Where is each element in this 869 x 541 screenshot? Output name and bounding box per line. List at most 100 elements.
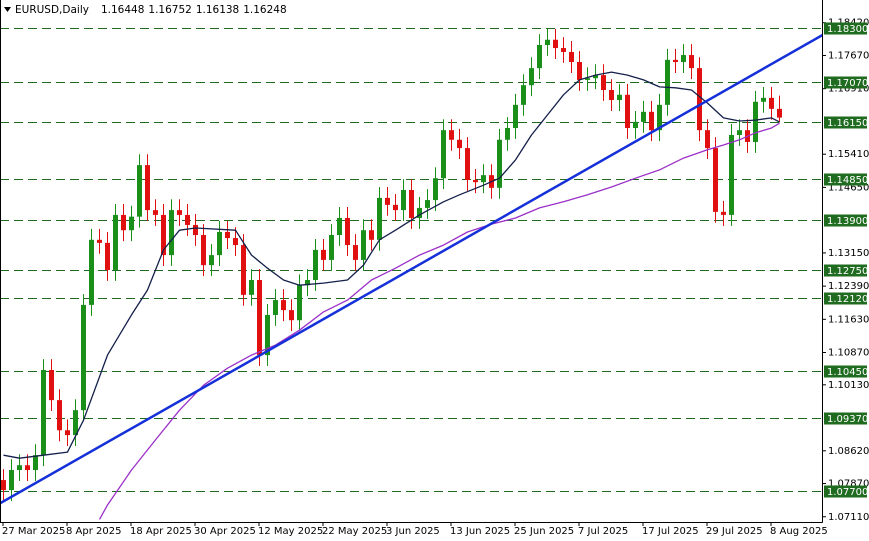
candle-body <box>129 216 134 231</box>
candle-body <box>417 207 422 218</box>
candle-body <box>217 231 222 256</box>
level-label: 1.07700 <box>827 487 868 498</box>
level-label: 1.12120 <box>827 294 868 305</box>
menu-triangle[interactable] <box>4 7 11 12</box>
level-label: 1.13900 <box>827 216 868 227</box>
candle-body <box>457 139 462 149</box>
y-tick-label: 1.10870 <box>828 348 869 359</box>
y-tick-label: 1.15410 <box>828 149 869 160</box>
candle-body <box>313 249 318 281</box>
candle-body <box>9 470 14 491</box>
candle-body <box>577 62 582 80</box>
level-label: 1.17070 <box>827 78 868 89</box>
candle-body <box>697 68 702 131</box>
candle-body <box>529 68 534 86</box>
level-label: 1.16150 <box>827 118 868 129</box>
candle-body <box>761 97 766 102</box>
candle-body <box>177 210 182 215</box>
candle-body <box>337 217 342 236</box>
candle-body <box>737 130 742 135</box>
candle-body <box>233 238 238 246</box>
candle-body <box>201 235 206 266</box>
y-tick-label: 1.07870 <box>828 479 869 490</box>
candle-body <box>353 245 358 260</box>
candle-body <box>641 111 646 122</box>
candle-body <box>241 245 246 295</box>
candle-body <box>441 130 446 179</box>
candle-body <box>649 111 654 131</box>
header-high: 1.16752 <box>148 4 191 16</box>
x-tick-label: 13 Jun 2025 <box>450 526 510 537</box>
candle-body <box>753 101 758 142</box>
y-tick-label: 1.07110 <box>828 512 869 523</box>
x-tick-label: 29 Jul 2025 <box>706 526 763 537</box>
candle-body <box>297 285 302 321</box>
candle-body <box>449 130 454 140</box>
candle-body <box>89 239 94 305</box>
x-tick-label: 27 Mar 2025 <box>2 526 65 537</box>
candle-body <box>257 280 262 356</box>
candle-body <box>585 78 590 80</box>
candle-body <box>281 300 286 311</box>
candle-body <box>369 230 374 240</box>
candle-body <box>481 175 486 183</box>
candle-body <box>289 310 294 321</box>
candle-body <box>609 89 614 101</box>
candle-body <box>105 242 110 270</box>
chart-title: EURUSD,Daily <box>15 4 89 16</box>
candle-body <box>705 130 710 149</box>
candle-body <box>361 230 366 260</box>
candle-body <box>769 97 774 109</box>
candle-body <box>305 280 310 286</box>
candle-body <box>689 55 694 69</box>
candle-body <box>209 255 214 266</box>
level-label: 1.12750 <box>827 266 868 277</box>
level-label-box <box>824 76 867 89</box>
y-tick-label: 1.14650 <box>828 182 869 193</box>
level-label-box <box>824 264 867 277</box>
candle-body <box>425 200 430 208</box>
candle-body <box>81 304 86 411</box>
candle-body <box>521 85 526 105</box>
level-label-box <box>824 292 867 305</box>
candle-body <box>121 214 126 231</box>
moving-average-line <box>3 71 780 459</box>
level-label-box <box>824 116 867 129</box>
candle-body <box>273 300 278 315</box>
candle-body <box>497 139 502 188</box>
y-tick-label: 1.08620 <box>828 446 869 457</box>
candle-body <box>473 179 478 183</box>
candle-body <box>49 369 54 401</box>
candle-body <box>377 197 382 240</box>
x-tick-label: 3 Jun 2025 <box>386 526 440 537</box>
candle-body <box>657 104 662 131</box>
candle-body <box>145 165 150 211</box>
y-tick-label: 1.12390 <box>828 281 869 292</box>
y-tick-label: 1.10130 <box>828 380 869 391</box>
y-tick-label: 1.13150 <box>828 248 869 259</box>
candle-body <box>729 134 734 215</box>
chart-header: EURUSD,Daily 1.16448 1.16752 1.16138 1.16248 <box>15 4 287 16</box>
level-label: 1.10450 <box>827 367 868 378</box>
candle-body <box>153 210 158 215</box>
level-label-box <box>824 365 867 378</box>
candle-body <box>329 235 334 260</box>
candle-body <box>385 197 390 205</box>
level-label-box <box>824 485 867 498</box>
x-tick-label: 8 Apr 2025 <box>66 526 121 537</box>
candle-body <box>161 214 166 256</box>
candle-body <box>33 455 38 471</box>
moving-average-line <box>98 122 780 520</box>
candle-body <box>537 44 542 69</box>
candle-body <box>185 214 190 225</box>
candle-body <box>569 51 574 63</box>
candle-body <box>73 410 78 436</box>
candle-body <box>505 127 510 140</box>
candle-body <box>57 400 62 431</box>
header-low: 1.16138 <box>196 4 239 16</box>
level-label-box <box>824 412 867 425</box>
candle-body <box>393 204 398 211</box>
x-tick-label: 8 Aug 2025 <box>770 526 828 537</box>
candle-body <box>345 217 350 246</box>
